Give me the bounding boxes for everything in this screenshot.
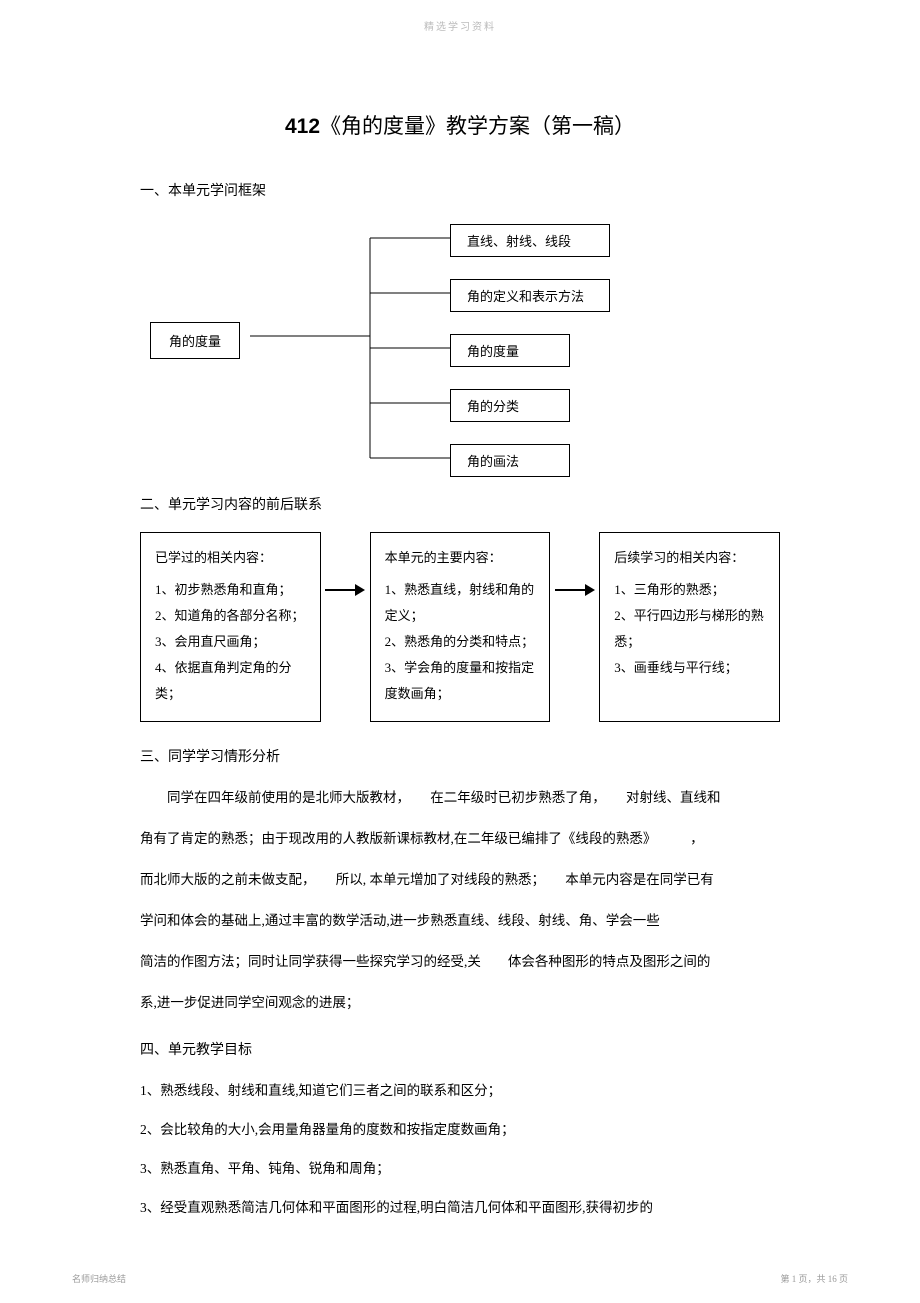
title-text: 《角的度量》教学方案（第一稿） <box>320 114 635 138</box>
list-item: 2、平行四边形与梯形的熟悉； <box>614 603 765 655</box>
tree-root-box: 角的度量 <box>150 322 240 359</box>
flow-box-next: 后续学习的相关内容： 1、三角形的熟悉； 2、平行四边形与梯形的熟悉； 3、画垂… <box>599 532 780 722</box>
tree-branch-5: 角的画法 <box>450 444 570 477</box>
list-item: 2、知道角的各部分名称； <box>155 603 306 629</box>
para-6: 系,进一步促进同学空间观念的进展； <box>140 985 780 1020</box>
para-2: 角有了肯定的熟悉；由于现改用的人教版新课标教材,在二年级已编排了《线段的熟悉》 … <box>140 821 780 856</box>
para-4: 学问和体会的基础上,通过丰富的数学活动,进一步熟悉直线、线段、射线、角、学会一些 <box>140 903 780 938</box>
footer-right: 第 1 页，共 16 页 <box>780 1272 848 1285</box>
section2-heading: 二、单元学习内容的前后联系 <box>140 494 780 514</box>
tree-branch-2: 角的定义和表示方法 <box>450 279 610 312</box>
section4-heading: 四、单元教学目标 <box>140 1039 780 1059</box>
section1-heading: 一、本单元学问框架 <box>140 180 780 200</box>
para-5: 简洁的作图方法；同时让同学获得一些探究学习的经受,关 体会各种图形的特点及图形之… <box>140 944 780 979</box>
arrow-2-wrap <box>550 532 599 598</box>
goal-4: 3、经受直观熟悉简洁几何体和平面图形的过程,明白简洁几何体和平面图形,获得初步的 <box>140 1190 780 1225</box>
list-item: 1、三角形的熟悉； <box>614 577 765 603</box>
page-content: 412《角的度量》教学方案（第一稿） 一、本单元学问框架 角的度量 直线、射线、… <box>0 0 920 1225</box>
list-item: 1、熟悉直线，射线和角的定义； <box>385 577 536 629</box>
list-item: 3、学会角的度量和按指定度数画角； <box>385 655 536 707</box>
list-item: 2、熟悉角的分类和特点； <box>385 629 536 655</box>
tree-branch-1: 直线、射线、线段 <box>450 224 610 257</box>
arrow-right-icon <box>555 582 595 598</box>
list-item: 4、依据直角判定角的分类； <box>155 655 306 707</box>
goal-3: 3、熟悉直角、平角、钝角、锐角和周角； <box>140 1151 780 1186</box>
flow-box-next-title: 后续学习的相关内容： <box>614 545 765 571</box>
content-flow: 已学过的相关内容： 1、初步熟悉角和直角； 2、知道角的各部分名称； 3、会用直… <box>140 532 780 722</box>
list-item: 3、画垂线与平行线； <box>614 655 765 681</box>
flow-box-prior-title: 已学过的相关内容： <box>155 545 306 571</box>
para-3: 而北师大版的之前未做支配， 所以, 本单元增加了对线段的熟悉； 本单元内容是在同… <box>140 862 780 897</box>
para-1: 同学在四年级前使用的是北师大版教材， 在二年级时已初步熟悉了角， 对射线、直线和 <box>140 780 780 815</box>
flow-box-prior: 已学过的相关内容： 1、初步熟悉角和直角； 2、知道角的各部分名称； 3、会用直… <box>140 532 321 722</box>
arrow-1-wrap <box>321 532 370 598</box>
tree-branch-4: 角的分类 <box>450 389 570 422</box>
goal-1: 1、熟悉线段、射线和直线,知道它们三者之间的联系和区分； <box>140 1073 780 1108</box>
flow-box-current: 本单元的主要内容： 1、熟悉直线，射线和角的定义； 2、熟悉角的分类和特点； 3… <box>370 532 551 722</box>
page-title: 412《角的度量》教学方案（第一稿） <box>140 110 780 140</box>
list-item: 3、会用直尺画角； <box>155 629 306 655</box>
flow-box-current-title: 本单元的主要内容： <box>385 545 536 571</box>
tree-branch-3: 角的度量 <box>450 334 570 367</box>
knowledge-tree: 角的度量 直线、射线、线段 角的定义和表示方法 角的度量 角的分类 角的画法 <box>140 214 780 474</box>
watermark-top: 精选学习资料 <box>424 18 496 33</box>
arrow-right-icon <box>325 582 365 598</box>
section3-heading: 三、同学学习情形分析 <box>140 746 780 766</box>
footer-left: 名师归纳总结 <box>72 1272 126 1285</box>
list-item: 1、初步熟悉角和直角； <box>155 577 306 603</box>
title-number: 412 <box>285 115 320 138</box>
goal-2: 2、会比较角的大小,会用量角器量角的度数和按指定度数画角； <box>140 1112 780 1147</box>
para-1-line1: 同学在四年级前使用的是北师大版教材， 在二年级时已初步熟悉了角， 对射线、直线和 <box>140 780 780 815</box>
